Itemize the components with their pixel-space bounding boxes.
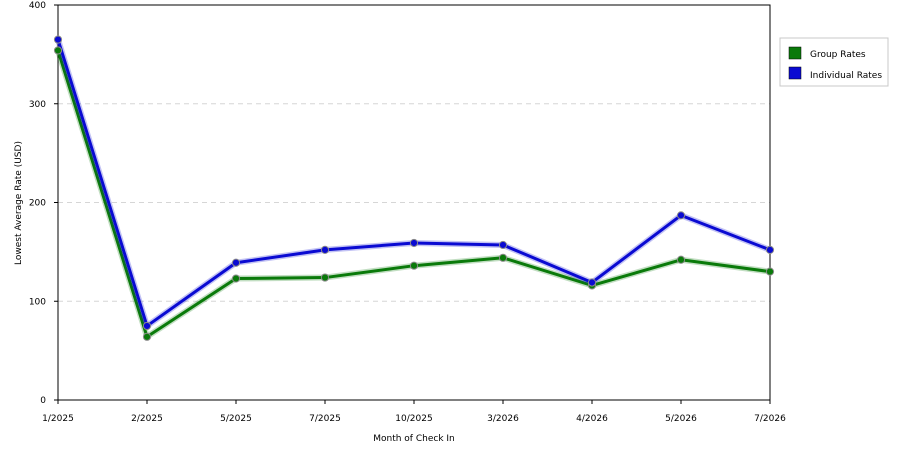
x-tick-label-4: 10/2025 — [395, 414, 432, 424]
data-point-group-rates-2 — [231, 274, 241, 283]
legend-label-individual-rates: Individual Rates — [810, 71, 882, 81]
series-line-glow-group-rates — [55, 47, 773, 340]
data-point-group-rates-7 — [676, 255, 686, 264]
data-point-individual-rates-5 — [498, 240, 508, 250]
data-point-group-rates-3 — [320, 273, 330, 282]
data-point-group-rates-4 — [409, 261, 419, 270]
series-line-glow-individual-rates — [55, 36, 773, 329]
data-point-individual-rates-0 — [53, 35, 63, 44]
data-point-individual-rates-1 — [142, 321, 152, 331]
x-tick-label-5: 3/2026 — [487, 414, 519, 424]
y-tick-label-4: 400 — [29, 1, 46, 11]
x-axis-title: Month of Check In — [373, 434, 455, 444]
axes — [54, 4, 771, 404]
legend-swatch-group-rates — [788, 46, 802, 60]
legend-label-group-rates: Group Rates — [810, 50, 866, 60]
x-tick-label-6: 4/2026 — [576, 414, 608, 424]
data-point-group-rates-8 — [765, 267, 775, 276]
tick-labels: 0 100 200 300 400 1/2025 2/2025 5/2025 7/2025 10/… — [29, 1, 786, 424]
legend: Group Rates Individual Rates — [779, 37, 889, 87]
data-point-individual-rates-3 — [320, 245, 330, 254]
y-tick-label-2: 200 — [29, 199, 46, 209]
series-lines — [55, 36, 773, 340]
data-point-individual-rates-4 — [409, 238, 419, 248]
y-tick-label-0: 0 — [40, 396, 46, 406]
legend-swatch-individual-rates — [788, 66, 802, 80]
data-point-individual-rates-7 — [676, 211, 686, 220]
x-tick-label-3: 7/2025 — [309, 414, 341, 424]
data-point-group-rates-0 — [53, 46, 63, 55]
y-tick-label-3: 300 — [29, 100, 46, 110]
y-tick-label-1: 100 — [29, 297, 46, 307]
x-tick-label-1: 2/2025 — [131, 414, 163, 424]
data-points — [53, 35, 775, 341]
data-point-individual-rates-8 — [765, 245, 775, 254]
series-line-individual-rates — [56, 38, 772, 328]
x-tick-label-0: 1/2025 — [42, 414, 74, 424]
x-tick-label-8: 7/2026 — [754, 414, 786, 424]
data-point-group-rates-1 — [142, 332, 152, 341]
series-line-group-rates — [56, 48, 772, 339]
x-tick-label-7: 5/2026 — [665, 414, 697, 424]
data-point-group-rates-5 — [498, 253, 508, 262]
data-point-individual-rates-6 — [587, 278, 597, 287]
data-point-individual-rates-2 — [231, 258, 241, 267]
x-tick-label-2: 5/2025 — [220, 414, 252, 424]
y-axis-title: Lowest Average Rate (USD) — [14, 141, 24, 265]
grid-lines — [58, 103, 770, 302]
